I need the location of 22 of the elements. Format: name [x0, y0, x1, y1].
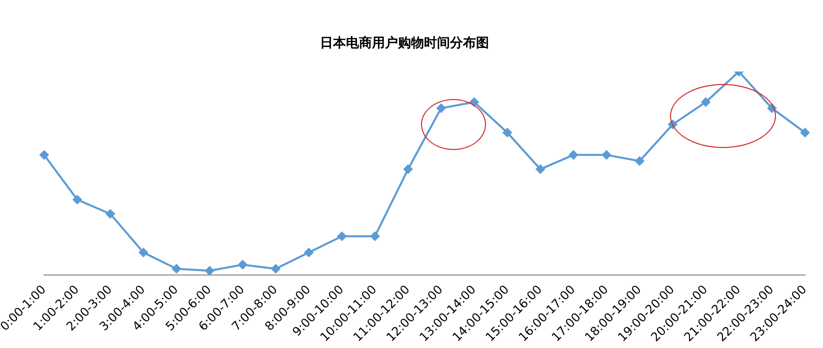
point	[370, 232, 380, 241]
point	[337, 232, 346, 241]
point	[404, 164, 413, 174]
point	[205, 266, 214, 275]
point	[138, 248, 148, 257]
point	[470, 98, 479, 107]
point	[304, 248, 314, 257]
point	[568, 150, 578, 160]
point	[271, 264, 280, 274]
point	[536, 164, 545, 174]
point	[635, 156, 644, 166]
point	[502, 128, 512, 138]
point	[40, 150, 49, 160]
point	[72, 195, 82, 204]
point	[602, 150, 612, 160]
point	[172, 264, 181, 274]
point	[106, 209, 115, 218]
point	[701, 98, 710, 107]
point	[238, 260, 248, 270]
point	[436, 104, 446, 113]
chart-title: 日本电商用户购物时间分布图	[320, 35, 489, 52]
point	[800, 128, 810, 138]
